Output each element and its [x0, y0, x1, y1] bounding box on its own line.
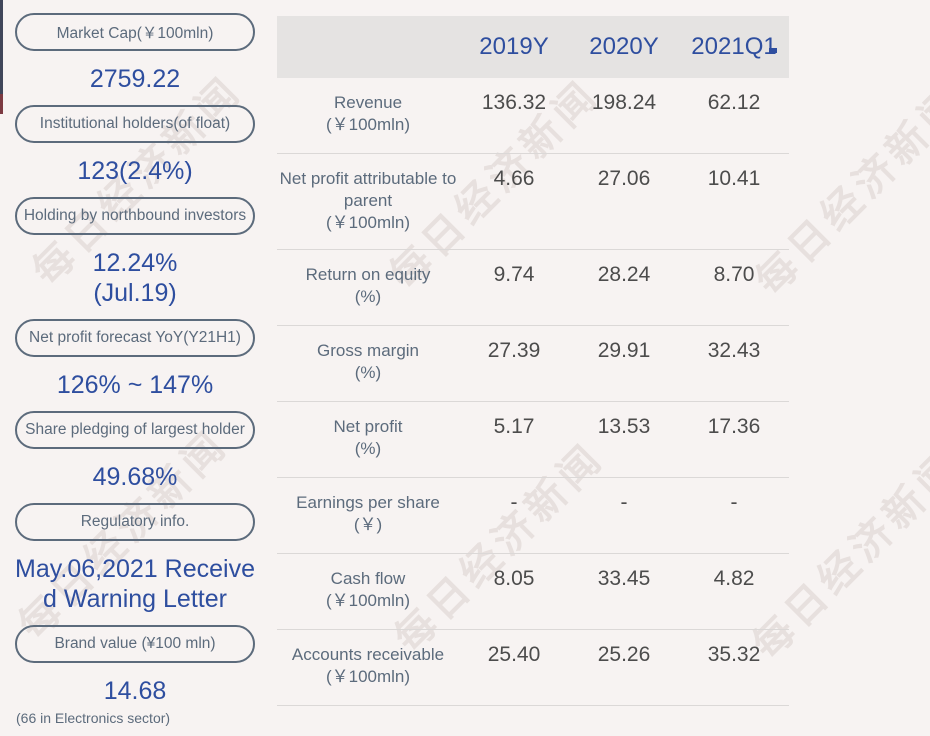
column-header: 2020Y	[589, 33, 659, 60]
metric-cell: 33.45	[597, 567, 651, 590]
row-label-name: Cash flow	[330, 569, 406, 588]
financials-table: 2019Y 2020Y 2021Q1 Revenue (￥100mln) 136.3…	[277, 16, 789, 706]
row-label-name: Earnings per share	[296, 493, 440, 512]
metric-pill-button[interactable]: Holding by northbound investors	[15, 197, 255, 235]
sidebar-metric: Holding by northbound investors 12.24% (…	[15, 197, 255, 308]
metric-pill-label: Regulatory info.	[80, 513, 190, 530]
row-label: Cash flow (￥100mln)	[277, 568, 459, 612]
metric-cell: 5.17	[493, 415, 535, 438]
metric-cell: 10.41	[707, 167, 761, 190]
metric-cell: 62.12	[707, 91, 761, 114]
metric-cell: -	[620, 491, 628, 514]
sidebar-metric: Net profit forecast YoY(Y21H1) 126% ~ 14…	[15, 319, 255, 400]
metric-cell: 8.05	[493, 567, 535, 590]
table-row: Accounts receivable (￥100mln) 25.40 25.26…	[277, 630, 789, 706]
metric-value: 123(2.4%)	[77, 157, 193, 185]
metric-cell: 136.32	[481, 91, 547, 114]
sidebar-metric: Institutional holders(of float) 123(2.4%…	[15, 105, 255, 186]
sidebar-metric: Regulatory info. May.06,2021 Received Wa…	[15, 503, 255, 614]
row-label-unit: (￥100mln)	[325, 591, 411, 610]
metric-cell: 35.32	[707, 643, 761, 666]
row-label: Net profit attributable to parent (￥100m…	[277, 168, 459, 234]
metric-value: 2759.22	[89, 65, 181, 93]
metric-pill-button[interactable]: Institutional holders(of float)	[15, 105, 255, 143]
row-label-unit: (%)	[354, 439, 382, 458]
metric-note: (66 in Electronics sector)	[16, 710, 171, 726]
row-label-unit: (￥100mln)	[325, 667, 411, 686]
metric-cell: 28.24	[597, 263, 651, 286]
row-label-name: Accounts receivable	[291, 645, 445, 664]
scroll-indicator	[769, 48, 777, 53]
metric-cell: 9.74	[493, 263, 535, 286]
metric-cell: 4.66	[493, 167, 535, 190]
row-label-unit: (%)	[354, 363, 382, 382]
metric-cell: 32.43	[707, 339, 761, 362]
row-label-name: Revenue	[333, 93, 403, 112]
metric-cell: 4.82	[713, 567, 755, 590]
metric-cell: 13.53	[597, 415, 651, 438]
row-label-unit: (￥100mln)	[325, 115, 411, 134]
row-label: Earnings per share (￥)	[277, 492, 459, 536]
metric-cell: 8.70	[713, 263, 755, 286]
sidebar-metric: Brand value (¥100 mln) 14.68 (66 in Elec…	[15, 625, 255, 726]
metrics-sidebar: Market Cap(￥100mln) 2759.22 Institutiona…	[15, 13, 255, 736]
column-header: 2019Y	[479, 33, 549, 60]
metric-value: May.06,2021 Received Warning Letter	[15, 555, 255, 613]
metric-pill-button[interactable]: Brand value (¥100 mln)	[15, 625, 255, 663]
metric-pill-label: Market Cap(￥100mln)	[56, 25, 214, 42]
metric-cell: 27.39	[487, 339, 541, 362]
table-body: Revenue (￥100mln) 136.32 198.24 62.12 Net …	[277, 78, 789, 706]
metric-value: 126% ~ 147%	[56, 371, 214, 399]
metric-value: 14.68	[103, 677, 167, 705]
column-header: 2021Q1	[691, 33, 777, 60]
table-row: Return on equity (%) 9.74 28.24 8.70	[277, 250, 789, 326]
metric-pill-label: Brand value (¥100 mln)	[54, 635, 216, 652]
metric-cell: 25.40	[487, 643, 541, 666]
metric-cell: 17.36	[707, 415, 761, 438]
metric-value: 49.68%	[92, 463, 178, 491]
row-label-name: Return on equity	[305, 265, 431, 284]
left-edge-bar	[0, 0, 3, 94]
row-label-unit: (%)	[354, 287, 382, 306]
metric-cell: -	[510, 491, 518, 514]
row-label: Revenue (￥100mln)	[277, 92, 459, 136]
row-label-unit: (￥)	[353, 515, 383, 534]
row-label: Net profit (%)	[277, 416, 459, 460]
metric-cell: 198.24	[591, 91, 657, 114]
metric-cell: 29.91	[597, 339, 651, 362]
table-row: Gross margin (%) 27.39 29.91 32.43	[277, 326, 789, 402]
metric-pill-label: Net profit forecast YoY(Y21H1)	[29, 329, 241, 346]
metric-cell: -	[730, 491, 738, 514]
metric-pill-label: Share pledging of largest holder	[25, 421, 245, 438]
table-row: Revenue (￥100mln) 136.32 198.24 62.12	[277, 78, 789, 154]
metric-pill-button[interactable]: Market Cap(￥100mln)	[15, 13, 255, 51]
metric-pill-button[interactable]: Regulatory info.	[15, 503, 255, 541]
table-row: Net profit attributable to parent (￥100m…	[277, 154, 789, 250]
table-header-row: 2019Y 2020Y 2021Q1	[277, 16, 789, 78]
metric-pill-button[interactable]: Share pledging of largest holder	[15, 411, 255, 449]
table-row: Cash flow (￥100mln) 8.05 33.45 4.82	[277, 554, 789, 630]
row-label: Gross margin (%)	[277, 340, 459, 384]
metric-pill-label: Institutional holders(of float)	[39, 115, 231, 132]
left-edge-bar-red	[0, 94, 3, 114]
metric-value: 12.24% (Jul.19)	[92, 249, 178, 307]
row-label: Return on equity (%)	[277, 264, 459, 308]
table-row: Earnings per share (￥) - - -	[277, 478, 789, 554]
row-label-unit: (￥100mln)	[325, 213, 411, 232]
sidebar-metric: Market Cap(￥100mln) 2759.22	[15, 13, 255, 94]
sidebar-metric: Share pledging of largest holder 49.68%	[15, 411, 255, 492]
row-label-name: Gross margin	[316, 341, 420, 360]
metric-pill-label: Holding by northbound investors	[23, 207, 247, 224]
table-row: Net profit (%) 5.17 13.53 17.36	[277, 402, 789, 478]
row-label: Accounts receivable (￥100mln)	[277, 644, 459, 688]
row-label-name: Net profit	[333, 417, 403, 436]
metric-pill-button[interactable]: Net profit forecast YoY(Y21H1)	[15, 319, 255, 357]
metric-cell: 25.26	[597, 643, 651, 666]
metric-cell: 27.06	[597, 167, 651, 190]
row-label-name: Net profit attributable to parent	[279, 169, 457, 210]
